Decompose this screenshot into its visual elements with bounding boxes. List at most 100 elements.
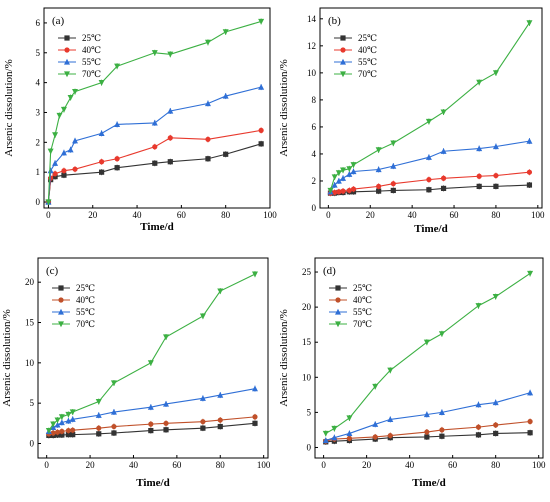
data-point (331, 181, 338, 188)
legend-label: 70℃ (82, 69, 101, 79)
y-tick-label: 2 (312, 176, 317, 186)
data-point (72, 137, 79, 144)
data-point (163, 334, 170, 341)
data-point (425, 154, 432, 160)
data-point (217, 391, 224, 398)
data-point (390, 162, 397, 169)
x-axis-title: Time/d (414, 223, 447, 235)
legend-marker (340, 47, 346, 53)
legend-marker (58, 285, 64, 291)
y-tick-label: 8 (312, 95, 317, 105)
series-line (47, 143, 262, 203)
data-point (54, 429, 61, 435)
data-point (425, 118, 432, 125)
data-point (199, 395, 206, 401)
y-axis-title: Arsenic dissolution/% (278, 59, 290, 156)
x-tick-label: 40 (408, 210, 418, 220)
data-point (167, 135, 173, 141)
data-point (148, 421, 154, 427)
y-tick-label: 0 (30, 438, 35, 448)
data-point (111, 430, 117, 436)
data-point (526, 182, 533, 188)
data-point (151, 119, 158, 126)
data-point (152, 160, 158, 166)
data-point (200, 425, 206, 431)
panel-label: (a) (52, 15, 65, 27)
data-point (65, 432, 71, 438)
y-tick-label: 5 (36, 48, 41, 58)
chart-panel-c: 0 20 40 60 80 100 0 5 10 15 20 Time/d Arsenic dissol… (0, 250, 275, 502)
plot-frame (37, 257, 269, 459)
legend-label: 70℃ (358, 69, 377, 79)
data-point (54, 417, 61, 424)
data-point (258, 127, 264, 133)
y-axis-title: Arsenic dissolution/% (1, 309, 13, 406)
data-point (336, 189, 342, 195)
data-point (335, 177, 342, 184)
data-point (340, 167, 347, 174)
data-point (258, 18, 265, 25)
data-point (387, 432, 393, 439)
legend: 25℃ 40℃ 55℃ 70℃ (58, 33, 101, 79)
y-tick-label: 10 (307, 68, 317, 78)
y-tick-label: 25 (302, 267, 312, 277)
data-point (476, 79, 483, 86)
data-point (204, 39, 211, 46)
data-point (199, 313, 206, 320)
data-point (475, 303, 482, 309)
y-tick-label: 4 (312, 149, 317, 159)
data-point (167, 159, 173, 165)
legend: 25℃ 40℃ 55℃ 70℃ (52, 283, 95, 329)
series-2 (327, 169, 533, 197)
data-point (390, 140, 397, 147)
y-tick-label: 5 (30, 398, 35, 408)
legend-label: 55℃ (358, 57, 377, 67)
x-tick-label: 80 (491, 460, 501, 470)
plot-frame (43, 7, 271, 209)
data-point (493, 172, 499, 179)
x-tick-label: 80 (221, 210, 231, 220)
y-tick-label: 4 (36, 78, 41, 88)
x-tick-label: 80 (216, 460, 226, 470)
data-point (70, 427, 76, 433)
x-axis-title: Time/d (136, 477, 169, 489)
data-point (61, 168, 67, 174)
data-point (493, 430, 499, 437)
data-point (167, 51, 174, 58)
data-point (390, 181, 396, 187)
legend-label: 25℃ (82, 33, 101, 43)
data-point (65, 427, 71, 434)
data-point (440, 148, 447, 154)
data-point (376, 183, 382, 189)
data-point (475, 424, 482, 430)
series-2 (46, 413, 258, 437)
legend-marker (58, 297, 64, 303)
data-point (350, 186, 357, 192)
data-point (69, 416, 76, 422)
data-point (439, 433, 445, 439)
data-point (99, 159, 105, 165)
data-point (423, 411, 430, 418)
data-point (331, 174, 338, 181)
legend-label: 55℃ (82, 57, 101, 67)
legend-label: 25℃ (353, 283, 372, 293)
data-point (61, 172, 67, 178)
legend-marker (335, 297, 341, 303)
data-point (252, 414, 258, 420)
data-point (98, 130, 105, 136)
data-point (70, 432, 76, 438)
data-point (440, 185, 447, 192)
x-tick-label: 60 (450, 210, 460, 220)
legend-label: 40℃ (353, 295, 372, 305)
y-tick-label: 0 (312, 203, 317, 213)
y-tick-label: 20 (302, 302, 312, 312)
data-point (65, 411, 72, 418)
legend-marker (335, 285, 341, 291)
data-point (114, 165, 120, 171)
y-tick-label: 6 (312, 122, 317, 132)
series-4 (327, 19, 533, 194)
data-point (151, 50, 158, 56)
data-point (96, 425, 102, 431)
legend-marker (340, 35, 346, 41)
data-point (327, 187, 334, 194)
